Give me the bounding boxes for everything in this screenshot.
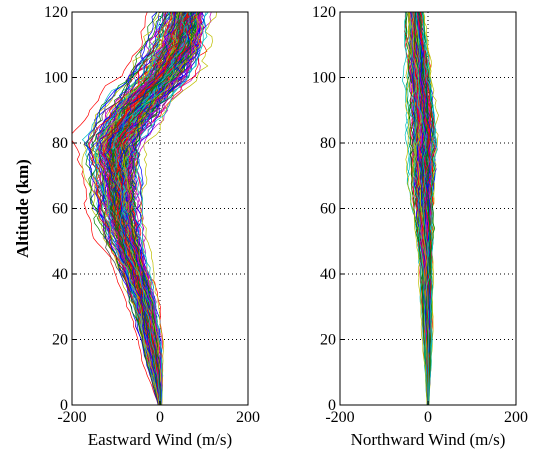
y-tick-label: 100 <box>44 70 68 87</box>
wind-profile-line <box>114 12 189 405</box>
wind-profile-line <box>96 12 181 405</box>
x-tick-label: -200 <box>325 409 354 426</box>
wind-profile-line <box>123 12 203 405</box>
y-tick-label: 20 <box>52 332 68 349</box>
y-tick-label: 80 <box>52 135 68 152</box>
y-tick-label: 60 <box>320 201 336 218</box>
wind-profile-line <box>418 12 431 405</box>
wind-profile-line <box>119 12 197 405</box>
y-tick-label: 80 <box>320 135 336 152</box>
wind-profile-line <box>113 12 188 405</box>
x-axis-label: Northward Wind (m/s) <box>351 430 506 449</box>
wind-profile-line <box>405 12 428 405</box>
x-tick-label: 0 <box>424 409 432 426</box>
wind-profile-line <box>421 12 436 405</box>
wind-profile-line <box>133 12 209 405</box>
wind-profile-line <box>89 12 174 405</box>
wind-profile-line <box>135 12 205 405</box>
profile-lines <box>72 12 218 405</box>
y-tick-label: 60 <box>52 201 68 218</box>
wind-profile-line <box>89 12 166 405</box>
wind-profile-line <box>88 12 167 405</box>
wind-profile-line <box>105 12 176 405</box>
wind-profile-line <box>97 12 174 405</box>
wind-profile-line <box>131 12 204 405</box>
x-tick-label: 0 <box>156 409 164 426</box>
wind-profile-line <box>139 12 218 405</box>
y-tick-label: 20 <box>320 332 336 349</box>
y-tick-label: 0 <box>328 397 336 414</box>
y-tick-label: 120 <box>312 4 336 21</box>
wind-profile-line <box>110 12 184 405</box>
wind-profile-line <box>111 12 182 405</box>
wind-profile-line <box>415 12 430 405</box>
wind-profile-line <box>402 12 428 405</box>
y-tick-label: 0 <box>60 397 68 414</box>
wind-profile-line <box>72 12 159 405</box>
y-tick-label: 120 <box>44 4 68 21</box>
y-tick-label: 40 <box>52 266 68 283</box>
y-tick-label: 40 <box>320 266 336 283</box>
y-axis-label: Altitude (km) <box>13 159 32 258</box>
y-tick-label: 100 <box>312 70 336 87</box>
wind-profile-line <box>405 12 428 405</box>
profile-lines <box>402 12 439 405</box>
wind-profile-line <box>128 12 201 405</box>
wind-profile-line <box>421 12 436 405</box>
wind-profile-line <box>128 12 201 405</box>
wind-profile-line <box>413 12 429 405</box>
x-tick-label: -200 <box>57 409 86 426</box>
x-tick-label: 200 <box>504 409 528 426</box>
wind-profile-line <box>91 12 173 405</box>
x-tick-label: 200 <box>236 409 260 426</box>
x-axis-label: Eastward Wind (m/s) <box>88 430 232 449</box>
wind-profile-line <box>410 12 428 405</box>
